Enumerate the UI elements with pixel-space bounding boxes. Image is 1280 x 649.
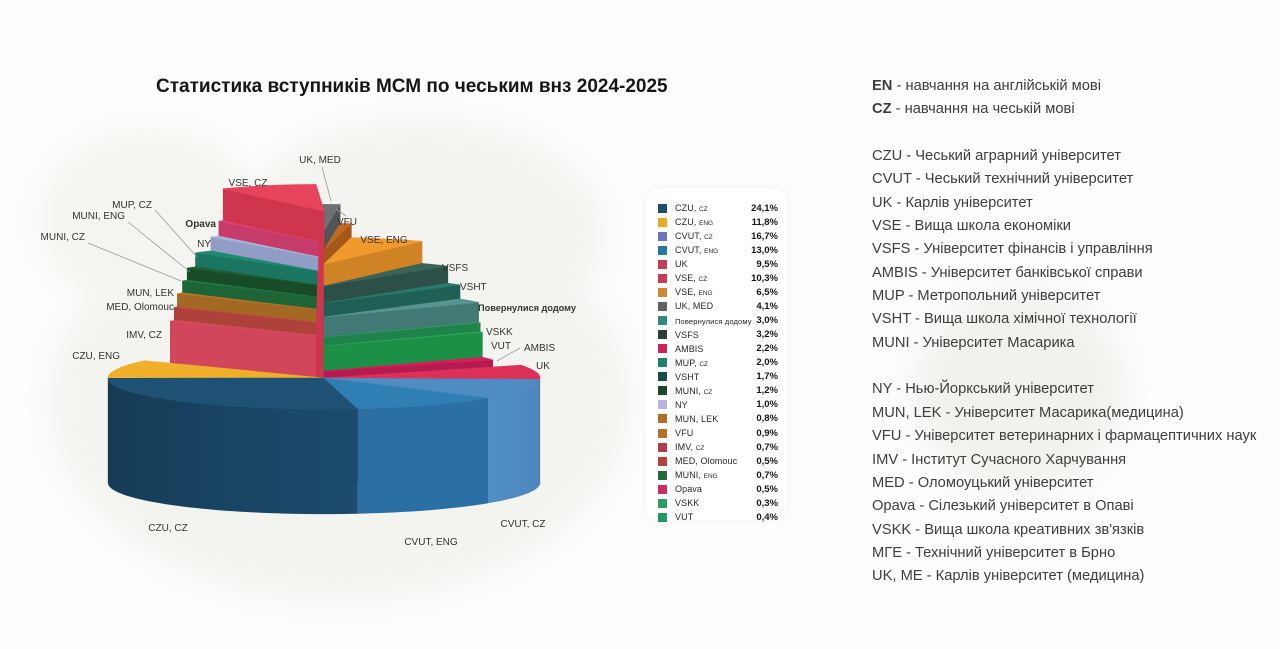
svg-text:IMV, CZ: IMV, CZ: [126, 330, 162, 341]
svg-text:Opava: Opava: [185, 219, 216, 230]
svg-text:MUNI, ENG: MUNI, ENG: [72, 211, 125, 222]
svg-text:VSE, ENG: VSE, ENG: [360, 235, 407, 246]
svg-text:MUN, LEK: MUN, LEK: [127, 288, 175, 299]
svg-text:VSFS: VSFS: [442, 263, 468, 274]
svg-text:VFU: VFU: [337, 217, 357, 228]
svg-text:CZU, CZ: CZU, CZ: [148, 523, 187, 534]
svg-text:VSKK: VSKK: [486, 327, 513, 338]
svg-text:MUNI, CZ: MUNI, CZ: [41, 232, 85, 243]
svg-text:CVUT, ENG: CVUT, ENG: [404, 537, 458, 548]
svg-text:VSE, CZ: VSE, CZ: [229, 178, 268, 189]
svg-text:UK: UK: [536, 361, 550, 372]
svg-text:CZU, ENG: CZU, ENG: [72, 351, 120, 362]
svg-text:Повернулися додому: Повернулися додому: [478, 303, 577, 313]
svg-text:VUT: VUT: [491, 341, 511, 352]
svg-text:NY: NY: [197, 239, 211, 250]
svg-text:CVUT, CZ: CVUT, CZ: [501, 519, 546, 530]
svg-text:MUP, CZ: MUP, CZ: [112, 200, 152, 211]
svg-text:AMBIS: AMBIS: [524, 343, 555, 354]
svg-text:UK, MED: UK, MED: [299, 155, 341, 166]
svg-text:VSHT: VSHT: [460, 282, 487, 293]
svg-text:MED, Olomouc: MED, Olomouc: [106, 302, 174, 313]
